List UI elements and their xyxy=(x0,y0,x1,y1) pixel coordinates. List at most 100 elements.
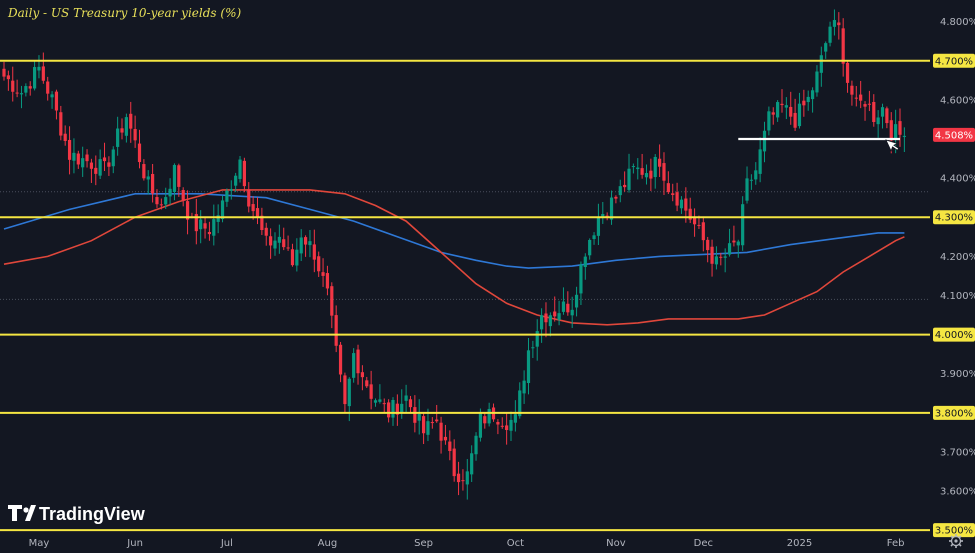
candle-125 xyxy=(548,312,552,337)
candle-116 xyxy=(509,411,513,441)
candle-193 xyxy=(845,60,850,93)
candle-3 xyxy=(15,79,19,98)
candle-199 xyxy=(872,94,876,127)
candle-59 xyxy=(260,207,264,236)
support-line-group xyxy=(738,137,900,152)
candle-71 xyxy=(312,229,316,273)
candle-10 xyxy=(46,76,50,101)
candle-26 xyxy=(116,116,120,156)
candles xyxy=(2,9,906,500)
candle-109 xyxy=(478,408,483,442)
last-price-label: 4.508% xyxy=(935,130,973,141)
candle-113 xyxy=(496,419,500,435)
candle-68 xyxy=(299,229,303,262)
level-badge-label-2: 4.000% xyxy=(935,330,973,341)
candle-84 xyxy=(369,370,373,410)
candle-96 xyxy=(421,412,426,445)
candle-16 xyxy=(72,138,76,174)
candle-119 xyxy=(522,370,526,404)
candle-28 xyxy=(124,113,128,143)
candle-121 xyxy=(531,340,535,359)
candle-160 xyxy=(701,216,705,252)
candle-27 xyxy=(120,118,124,140)
candle-98 xyxy=(430,417,434,429)
candle-155 xyxy=(679,196,684,214)
x-tick-label-5: Oct xyxy=(507,538,524,549)
x-tick-label-9: Feb xyxy=(887,538,905,549)
candle-20 xyxy=(89,158,94,183)
candle-134 xyxy=(588,238,592,260)
y-tick-label-0: 4.800% xyxy=(940,17,975,28)
candle-107 xyxy=(470,445,474,482)
candle-62 xyxy=(273,232,277,256)
candle-32 xyxy=(142,159,146,181)
candle-182 xyxy=(797,92,802,129)
candle-135 xyxy=(592,232,596,245)
candle-69 xyxy=(303,235,308,257)
candle-13 xyxy=(59,105,63,141)
candle-205 xyxy=(898,108,902,147)
y-axis[interactable]: 4.700% 4.300% 4.000% 3.800% 3.500% 4.800% 4.60… xyxy=(933,17,975,538)
candle-206 xyxy=(902,127,906,152)
candle-108 xyxy=(474,432,478,461)
x-axis[interactable]: May Jun Jul Aug Sep Oct Nov Dec 2025 Feb xyxy=(29,538,905,549)
candle-195 xyxy=(854,86,858,107)
candle-101 xyxy=(443,424,448,445)
candle-86 xyxy=(378,384,382,404)
x-tick-label-4: Sep xyxy=(414,538,433,549)
candle-34 xyxy=(151,164,155,203)
candle-105 xyxy=(461,469,465,491)
candle-162 xyxy=(710,239,714,277)
candle-48 xyxy=(212,204,216,246)
candle-67 xyxy=(295,238,299,272)
candle-42 xyxy=(185,190,190,235)
candle-80 xyxy=(352,348,356,383)
candle-136 xyxy=(596,203,601,246)
candle-82 xyxy=(360,365,364,391)
candle-139 xyxy=(609,190,614,225)
tradingview-wordmark: TradingView xyxy=(39,504,146,524)
candle-88 xyxy=(387,399,391,423)
candle-40 xyxy=(177,163,181,197)
candle-95 xyxy=(417,399,421,435)
candle-63 xyxy=(277,224,281,254)
candle-2 xyxy=(11,66,15,102)
y-tick-label-2: 4.400% xyxy=(940,174,975,185)
candle-17 xyxy=(76,150,80,169)
candle-149 xyxy=(653,154,657,189)
candle-144 xyxy=(631,163,635,174)
candle-9 xyxy=(41,52,45,84)
candle-81 xyxy=(356,344,360,385)
y-tick-label-3: 4.200% xyxy=(940,252,975,263)
candle-104 xyxy=(456,461,461,496)
moving-averages xyxy=(3,189,905,326)
candle-22 xyxy=(98,149,102,179)
candle-188 xyxy=(824,41,828,59)
candle-179 xyxy=(784,97,788,120)
candle-52 xyxy=(229,180,233,200)
candle-73 xyxy=(321,258,325,287)
candle-23 xyxy=(102,142,107,172)
candle-110 xyxy=(483,412,487,429)
candle-147 xyxy=(644,164,649,185)
candle-18 xyxy=(81,146,85,177)
candle-184 xyxy=(806,90,810,111)
candle-133 xyxy=(583,253,587,280)
candle-1 xyxy=(6,70,10,91)
candle-185 xyxy=(810,87,815,113)
candle-83 xyxy=(365,376,369,389)
candle-111 xyxy=(487,402,491,427)
gear-icon[interactable] xyxy=(949,534,963,548)
candle-154 xyxy=(675,182,679,212)
candle-187 xyxy=(819,46,823,87)
candle-61 xyxy=(269,228,273,259)
last-price-badge xyxy=(933,127,975,142)
candle-38 xyxy=(168,178,172,205)
level-badge-label-1: 4.300% xyxy=(935,213,973,224)
candle-132 xyxy=(579,261,583,306)
candle-6 xyxy=(28,81,32,96)
candle-11 xyxy=(50,91,54,109)
candle-8 xyxy=(37,55,41,79)
